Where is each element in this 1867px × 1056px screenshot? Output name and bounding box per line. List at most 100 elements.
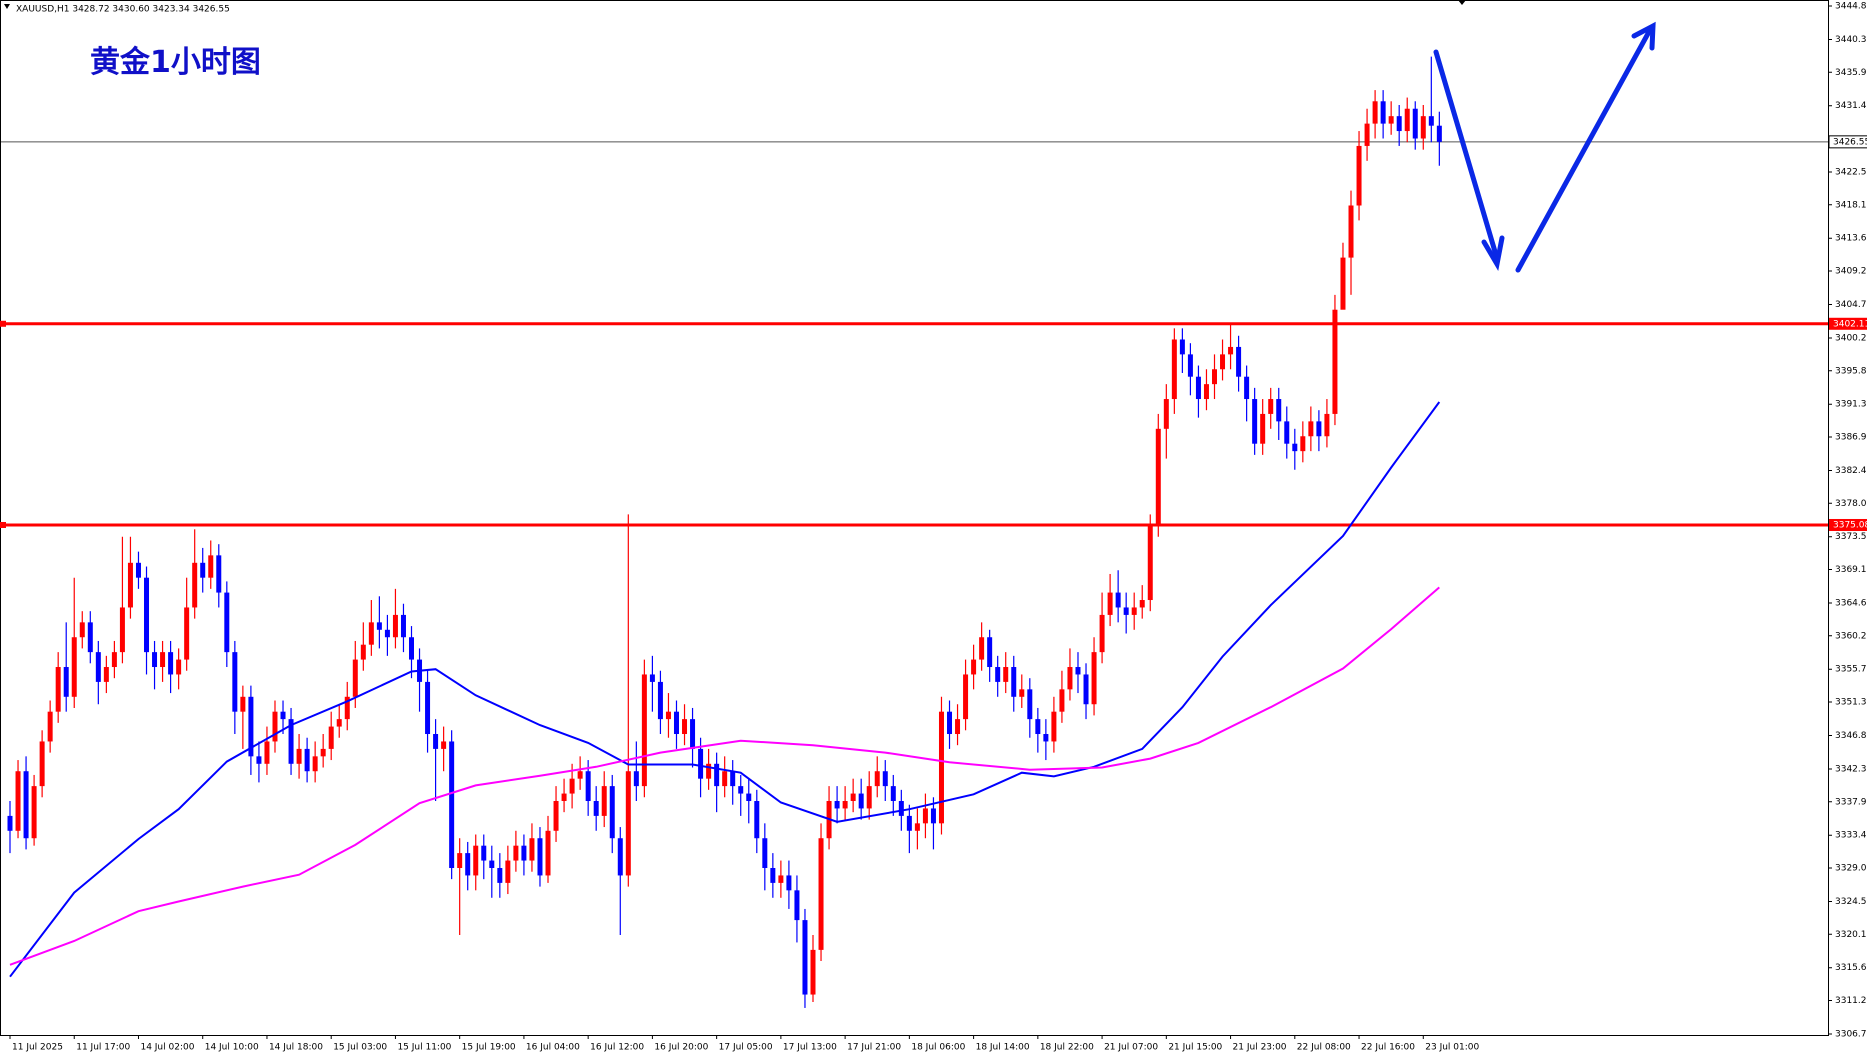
candle-body [1043,734,1049,742]
candle-body [1139,600,1145,608]
marker [1458,0,1466,5]
candle-body [625,771,631,876]
candle-body [906,815,912,831]
x-tick-label: 18 Jul 06:00 [911,1043,965,1053]
y-tick-label: 3373.50 [1835,532,1867,542]
x-tick-label: 16 Jul 04:00 [526,1043,580,1053]
candle-body [392,614,398,638]
candle-body [280,711,286,720]
candle-body [441,741,447,749]
candle-body [730,771,736,787]
candle-body [344,696,350,720]
y-tick-label: 3395.80 [1835,366,1867,376]
candle-body [987,637,993,668]
candle-body [834,801,840,809]
candle-body [168,652,174,675]
candle-body [425,681,431,735]
candle-body [55,667,61,712]
candle-body [585,771,591,802]
candle-body [111,652,117,668]
candle-body [1364,123,1370,146]
candle-body [176,659,182,675]
x-tick-label: 14 Jul 02:00 [140,1043,194,1053]
candle-body [657,681,663,720]
candle-body [352,659,358,697]
candle-body [79,622,85,638]
y-tick-label: 3431.40 [1835,101,1867,111]
candle-body [31,786,37,839]
header: XAUUSD,H1 3428.72 3430.60 3423.34 3426.5… [16,5,230,15]
candle-body [152,652,158,668]
candle-body [1019,689,1025,697]
candle-body [786,875,792,891]
y-tick-label: 3400.20 [1835,333,1867,343]
candle-body [609,786,615,839]
candle-body [593,801,599,816]
candle-body [216,555,222,593]
candle-body [722,771,728,787]
plot-border [0,0,1829,1036]
x-tick-label: 16 Jul 20:00 [654,1043,708,1053]
moving-average [9,401,1441,978]
candle-body [87,622,93,653]
candle-body [682,719,688,735]
candle-body [312,756,318,772]
x-tick-label: 11 Jul 17:00 [76,1043,130,1053]
candle-body [714,763,720,787]
candle-body [264,741,270,764]
y-tick-label: 3364.60 [1835,598,1867,608]
candle-body [754,801,760,839]
candle-body [1195,376,1201,400]
level-label: 3375.08 [1833,520,1867,530]
candle-body [465,853,471,876]
candle-body [1236,346,1242,377]
candle-body [1003,667,1009,682]
x-tick-label: 17 Jul 05:00 [719,1043,773,1053]
candle-body [1091,652,1097,705]
candle-body [384,629,390,638]
candle-body [947,711,953,735]
y-tick-label: 3337.90 [1835,797,1867,807]
arrow-head [1631,21,1656,51]
candle-body [23,771,29,839]
x-tick-label: 15 Jul 03:00 [333,1043,387,1053]
candle-body [858,793,864,809]
x-tick-label: 18 Jul 22:00 [1040,1043,1094,1053]
candle-body [1404,108,1410,132]
header-icon [4,4,10,9]
candle-body [521,845,527,861]
y-tick-label: 3418.10 [1835,200,1867,210]
candle-body [850,793,856,802]
x-tick-label: 14 Jul 18:00 [269,1043,323,1053]
y-tick-label: 3315.60 [1835,963,1867,973]
forecast-arrows [1433,21,1656,273]
y-tick-label: 3391.30 [1835,400,1867,410]
candle-body [513,845,519,861]
y-tick-label: 3320.10 [1835,930,1867,940]
moving-average [9,586,1440,966]
candle-body [1284,421,1290,444]
chart-title: 黄金1小时图 [90,45,261,80]
x-tick-label: 23 Jul 01:00 [1425,1043,1479,1053]
candle-body [1332,309,1338,414]
candle-body [1035,719,1041,735]
candle-body [665,711,671,720]
candle-body [1163,399,1169,429]
candle-body [1252,399,1258,444]
candle-body [473,845,479,876]
candle-body [529,838,535,861]
candle-body [160,652,166,668]
candle-body [1051,711,1057,742]
candle-body [192,562,198,608]
candle-body [328,726,334,749]
candle-body [1075,667,1081,675]
x-tick-label: 14 Jul 10:00 [205,1043,259,1053]
candle-body [71,637,77,697]
candle-body [1115,592,1121,608]
candle-body [320,748,326,757]
x-tick-label: 11 Jul 2025 [12,1043,63,1053]
y-tick-label: 3444.80 [1835,2,1867,12]
candle-body [505,860,511,883]
